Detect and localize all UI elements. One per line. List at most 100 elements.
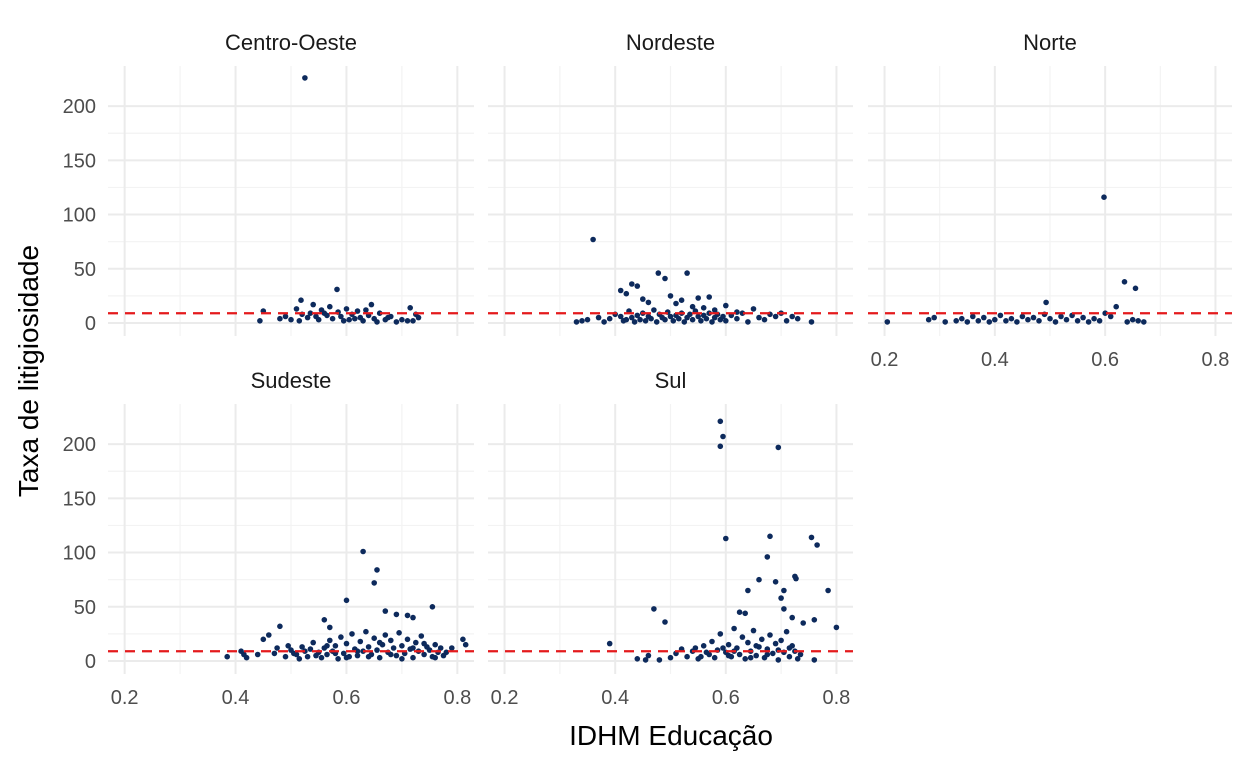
data-point xyxy=(645,299,652,306)
x-tick-label: 0.6 xyxy=(333,687,361,709)
data-point xyxy=(687,311,693,318)
data-point xyxy=(313,652,319,659)
data-point xyxy=(338,313,344,320)
data-point xyxy=(399,656,405,662)
data-point xyxy=(689,303,696,310)
data-point xyxy=(440,652,447,659)
y-axis-title: Taxa de litigiosidade xyxy=(13,245,44,497)
data-point xyxy=(349,631,355,637)
data-point xyxy=(745,319,751,325)
data-point xyxy=(742,656,748,662)
data-point xyxy=(293,306,300,312)
data-point xyxy=(396,630,402,636)
data-point xyxy=(772,579,779,585)
data-point xyxy=(775,444,782,451)
data-point xyxy=(393,652,400,659)
data-point xyxy=(723,535,729,542)
data-point xyxy=(313,313,319,320)
data-point xyxy=(794,315,801,322)
data-point xyxy=(449,645,455,651)
data-point xyxy=(324,643,330,649)
x-tick-label: 0.6 xyxy=(1091,349,1119,371)
data-point xyxy=(884,319,891,325)
data-point xyxy=(376,639,383,646)
data-point xyxy=(1025,316,1031,323)
data-point xyxy=(703,649,710,656)
data-point xyxy=(808,319,815,325)
data-point xyxy=(1101,194,1107,200)
data-point xyxy=(376,310,383,317)
data-point xyxy=(354,648,361,654)
data-point xyxy=(759,636,765,643)
data-point xyxy=(388,637,394,644)
data-point xyxy=(360,548,366,555)
data-point xyxy=(651,606,657,612)
data-point xyxy=(756,314,762,321)
data-point xyxy=(1014,319,1020,325)
data-point xyxy=(365,653,372,660)
x-tick-label: 0.2 xyxy=(871,349,899,371)
data-point xyxy=(282,653,289,660)
x-tick-label: 0.6 xyxy=(712,687,740,709)
data-point xyxy=(390,645,397,651)
data-point xyxy=(340,318,347,324)
data-point xyxy=(662,275,668,282)
data-point xyxy=(684,653,690,660)
data-point xyxy=(700,643,707,649)
data-point xyxy=(343,597,350,604)
data-point xyxy=(360,318,366,324)
x-tick-label: 0.4 xyxy=(601,687,629,709)
data-point xyxy=(399,643,405,649)
data-point xyxy=(1091,315,1097,322)
data-point xyxy=(1052,319,1059,325)
data-point xyxy=(1124,319,1130,325)
data-point xyxy=(1141,319,1147,325)
facet-panel: Centro-Oeste 0 50 100 150 200 xyxy=(63,30,474,336)
data-point xyxy=(783,628,790,635)
data-point xyxy=(681,319,688,325)
data-point xyxy=(224,653,230,660)
data-point xyxy=(617,287,624,294)
data-point xyxy=(382,632,389,638)
data-point xyxy=(573,319,580,325)
data-point xyxy=(676,315,682,322)
data-point xyxy=(257,318,263,324)
data-point xyxy=(709,638,715,645)
data-point xyxy=(393,611,400,618)
data-point xyxy=(277,315,283,322)
data-point xyxy=(670,318,677,324)
data-point xyxy=(811,617,818,623)
data-point xyxy=(975,318,982,324)
x-tick-label: 0.2 xyxy=(111,687,139,709)
data-point xyxy=(772,640,779,647)
data-point xyxy=(634,312,641,319)
data-point xyxy=(662,316,668,323)
data-point xyxy=(429,604,436,610)
data-point xyxy=(1043,299,1049,306)
data-point xyxy=(1074,318,1081,324)
data-point xyxy=(992,316,998,323)
data-point xyxy=(584,316,591,323)
data-point xyxy=(750,306,757,312)
data-point xyxy=(642,657,649,663)
data-point xyxy=(399,316,405,323)
data-point xyxy=(629,281,635,287)
data-point xyxy=(770,650,776,657)
data-point xyxy=(304,314,311,321)
data-point xyxy=(986,319,993,325)
data-point xyxy=(717,418,724,425)
data-point xyxy=(767,632,773,638)
data-point xyxy=(739,310,746,317)
data-point xyxy=(964,319,971,325)
data-point xyxy=(789,614,795,621)
data-point xyxy=(388,651,394,658)
data-point xyxy=(410,645,416,651)
data-point xyxy=(745,639,751,646)
facet-panel: Norte 0.2 0.4 0.6 0.8 xyxy=(868,30,1232,371)
data-point xyxy=(753,643,759,649)
data-point xyxy=(1085,319,1092,325)
data-point xyxy=(734,315,740,322)
data-point xyxy=(282,313,289,320)
data-point xyxy=(288,316,294,323)
